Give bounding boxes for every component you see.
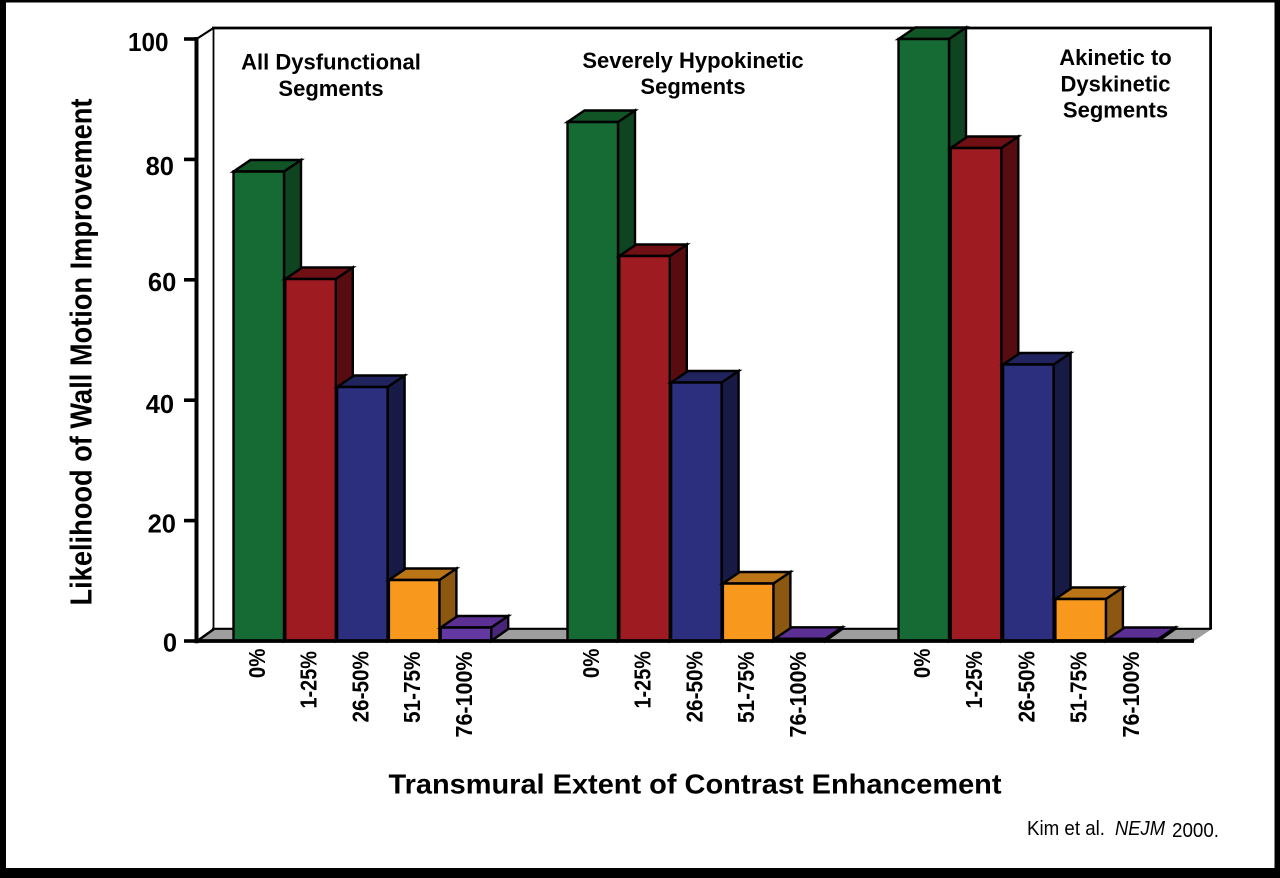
svg-text:76-100%: 76-100% xyxy=(1118,652,1144,738)
svg-text:51-75%: 51-75% xyxy=(1066,652,1092,724)
svg-text:0%: 0% xyxy=(244,649,270,679)
svg-text:Akinetic to: Akinetic to xyxy=(1059,45,1171,70)
svg-text:Kim et al.: Kim et al. xyxy=(1027,817,1105,840)
svg-text:40: 40 xyxy=(146,391,174,419)
svg-text:Severely Hypokinetic: Severely Hypokinetic xyxy=(582,48,803,73)
svg-text:Likelihood of Wall Motion Impr: Likelihood of Wall Motion Improvement xyxy=(64,99,99,606)
svg-text:Segments: Segments xyxy=(278,76,383,101)
svg-text:76-100%: 76-100% xyxy=(451,652,477,738)
svg-text:0: 0 xyxy=(163,630,177,658)
svg-text:Transmural Extent of Contrast: Transmural Extent of Contrast Enhancemen… xyxy=(389,769,1002,800)
svg-text:All Dysfunctional: All Dysfunctional xyxy=(241,50,421,75)
svg-text:51-75%: 51-75% xyxy=(399,652,425,724)
svg-text:Segments: Segments xyxy=(640,74,745,99)
svg-text:1-25%: 1-25% xyxy=(630,651,656,709)
svg-text:Dyskinetic: Dyskinetic xyxy=(1060,71,1170,96)
svg-text:NEJM: NEJM xyxy=(1115,817,1166,840)
svg-text:60: 60 xyxy=(148,269,176,297)
svg-text:26-50%: 26-50% xyxy=(681,651,707,723)
svg-text:0%: 0% xyxy=(909,649,935,679)
svg-text:Segments: Segments xyxy=(1063,98,1168,123)
svg-text:1-25%: 1-25% xyxy=(961,651,987,709)
svg-text:1-25%: 1-25% xyxy=(296,651,322,709)
svg-text:0%: 0% xyxy=(578,649,604,679)
svg-text:100: 100 xyxy=(128,29,169,57)
svg-text:2000.: 2000. xyxy=(1172,819,1219,842)
svg-text:26-50%: 26-50% xyxy=(1013,651,1039,723)
svg-text:80: 80 xyxy=(146,153,174,181)
svg-text:26-50%: 26-50% xyxy=(347,651,373,723)
svg-text:20: 20 xyxy=(148,511,176,539)
svg-text:76-100%: 76-100% xyxy=(785,652,811,738)
svg-text:51-75%: 51-75% xyxy=(733,652,759,724)
